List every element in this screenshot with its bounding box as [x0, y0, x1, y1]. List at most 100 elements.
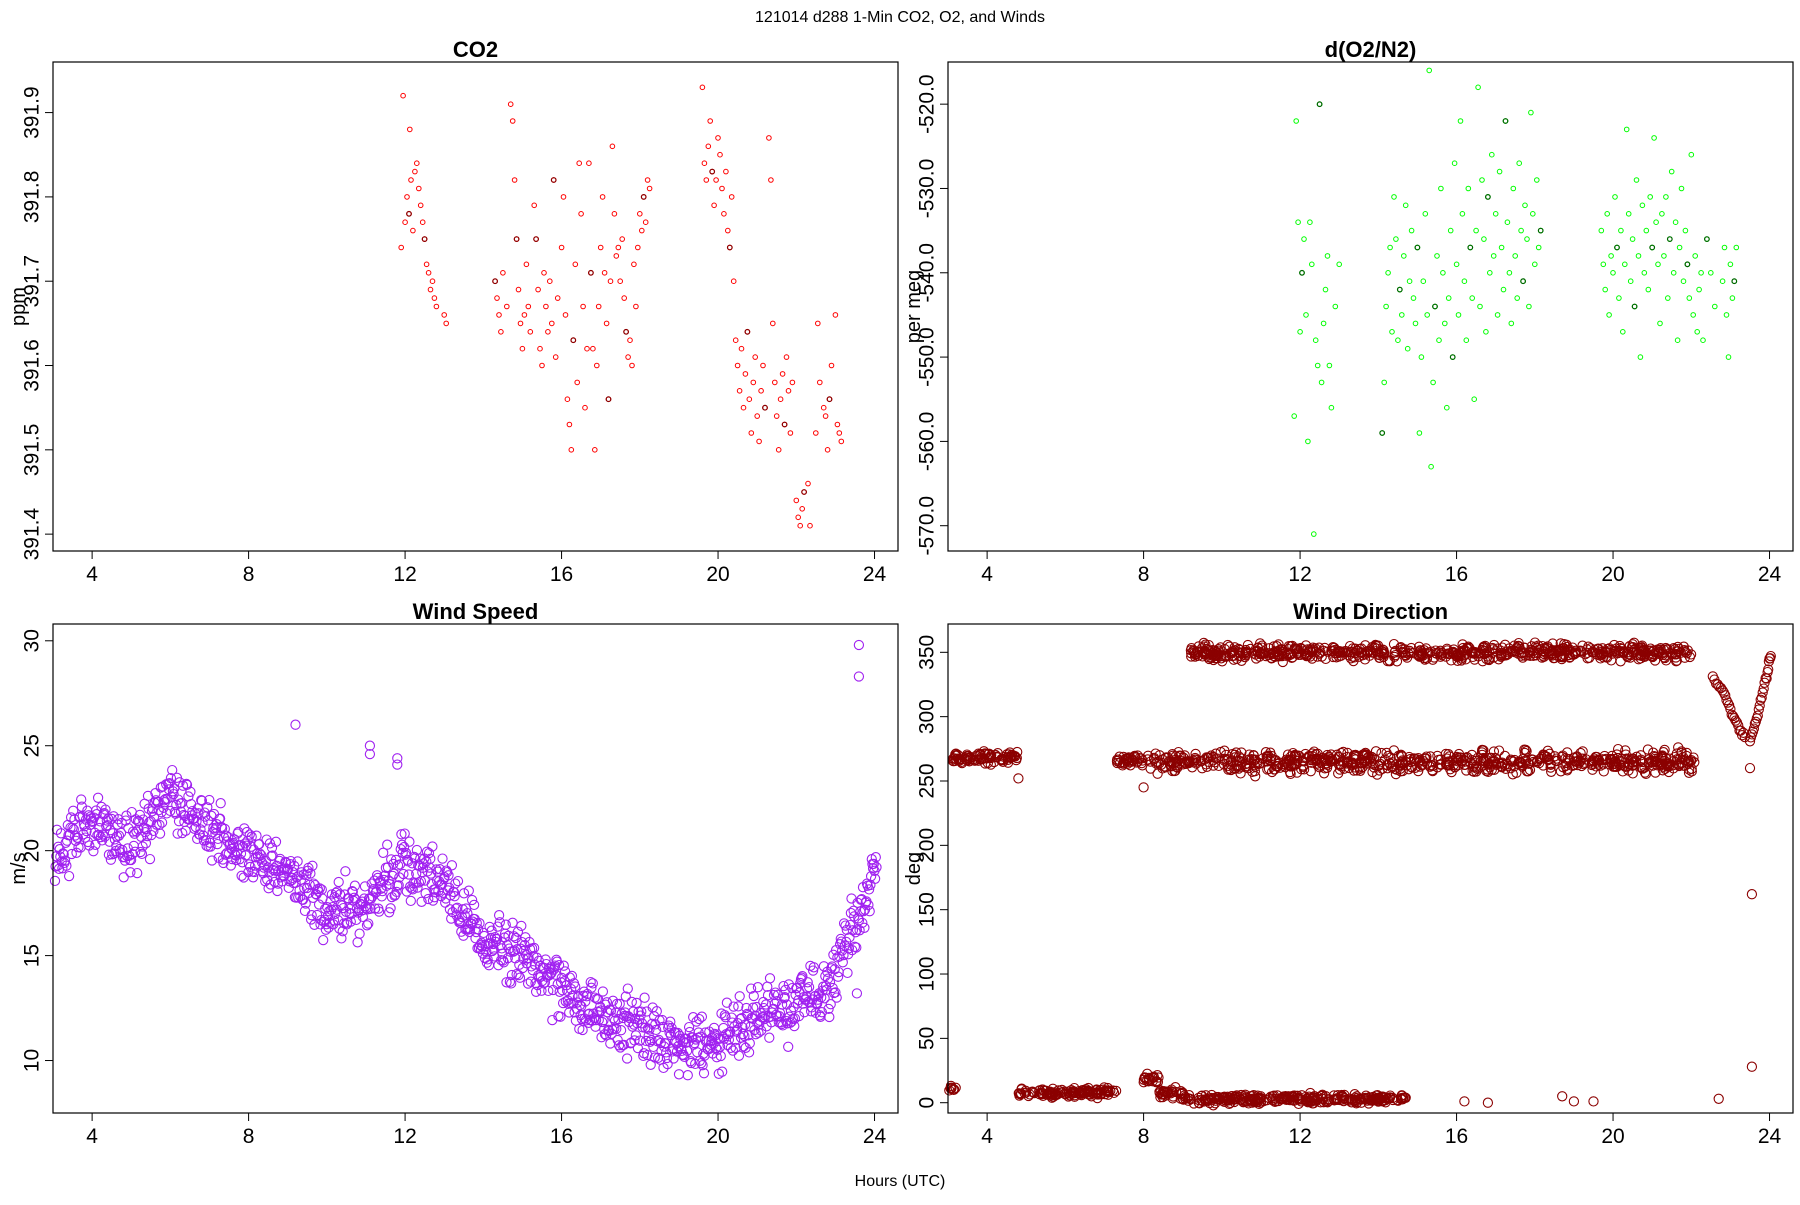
- data-point: [1302, 1093, 1313, 1104]
- x-tick-label: 4: [86, 563, 98, 586]
- y-tick-label: 20: [21, 839, 44, 862]
- data-point: [423, 847, 435, 859]
- data-point: [822, 413, 829, 419]
- data-point: [1524, 236, 1530, 242]
- data-point: [125, 854, 137, 866]
- data-point: [397, 847, 408, 859]
- data-point: [1013, 773, 1024, 784]
- data-point: [1415, 645, 1427, 656]
- data-point: [1744, 736, 1756, 747]
- data-point: [1612, 194, 1618, 200]
- data-point: [1367, 647, 1379, 658]
- data-point: [1428, 463, 1434, 470]
- data-point: [721, 997, 733, 1008]
- x-tick-label: 20: [706, 563, 729, 586]
- data-point: [1387, 244, 1393, 251]
- data-point: [580, 996, 591, 1007]
- data-point: [51, 824, 63, 835]
- data-point: [494, 917, 505, 928]
- data-point: [1682, 645, 1693, 656]
- data-point: [1183, 757, 1195, 768]
- x-tick-label: 16: [1445, 563, 1468, 586]
- data-point: [498, 329, 504, 335]
- data-point: [195, 824, 206, 835]
- data-point: [815, 320, 821, 327]
- data-point: [1269, 764, 1280, 775]
- data-point: [1275, 1094, 1286, 1105]
- data-point: [1152, 768, 1163, 779]
- plot-frame: [52, 623, 899, 1114]
- data-point: [1618, 227, 1624, 234]
- data-point: [407, 126, 413, 133]
- data-point: [406, 883, 417, 894]
- data-point: [1572, 759, 1583, 771]
- data-point: [723, 1034, 735, 1045]
- x-tick-label: 24: [863, 1125, 887, 1148]
- data-point: [144, 853, 156, 865]
- data-point: [1412, 320, 1419, 327]
- data-point: [1091, 1084, 1102, 1095]
- data-point: [604, 1004, 615, 1015]
- data-point: [1649, 244, 1656, 251]
- data-point: [617, 278, 624, 285]
- y-tick-label: -560.0: [916, 412, 939, 472]
- data-point: [1653, 219, 1659, 225]
- data-point: [793, 1010, 805, 1022]
- data-point: [1257, 753, 1268, 764]
- data-point: [1554, 651, 1565, 663]
- data-point: [427, 286, 434, 293]
- y-tick-label: -570.0: [916, 496, 939, 556]
- data-point: [1731, 278, 1738, 285]
- data-point: [572, 997, 583, 1008]
- data-point: [1684, 261, 1691, 268]
- data-point: [730, 278, 737, 285]
- data-point: [803, 981, 815, 993]
- data-points: [944, 637, 1776, 1111]
- data-point: [1395, 337, 1401, 344]
- data-point: [825, 999, 836, 1010]
- data-point: [1518, 647, 1530, 658]
- data-point: [673, 1069, 685, 1080]
- data-point: [1545, 758, 1556, 769]
- data-point: [1535, 244, 1542, 251]
- data-point: [1373, 760, 1384, 771]
- data-point: [1654, 646, 1665, 658]
- data-point: [239, 823, 250, 834]
- data-point: [1606, 312, 1612, 318]
- data-point: [1460, 654, 1471, 665]
- data-point: [1416, 648, 1427, 660]
- data-point: [364, 748, 376, 760]
- data-point: [797, 971, 808, 982]
- x-tick-label: 4: [981, 563, 993, 586]
- data-point: [1627, 278, 1634, 285]
- data-point: [1111, 754, 1123, 765]
- data-point: [167, 764, 178, 776]
- data-point: [703, 177, 710, 183]
- data-point: [1755, 694, 1766, 705]
- data-point: [864, 906, 875, 917]
- data-point: [533, 236, 539, 243]
- data-point: [154, 828, 166, 839]
- data-point: [1287, 1090, 1298, 1102]
- data-point: [1633, 177, 1640, 183]
- data-point: [328, 915, 340, 926]
- data-point: [1451, 160, 1458, 166]
- data-point: [576, 160, 583, 166]
- data-point: [448, 886, 460, 898]
- data-point: [857, 917, 868, 929]
- x-tick-label: 24: [863, 563, 887, 586]
- data-point: [464, 923, 476, 935]
- data-point: [1666, 236, 1673, 243]
- data-point: [838, 949, 849, 961]
- data-point: [501, 977, 512, 988]
- data-point: [479, 930, 490, 942]
- data-point: [1056, 1084, 1068, 1096]
- data-point: [1442, 320, 1448, 327]
- data-point: [1295, 219, 1301, 225]
- data-point: [1396, 1094, 1407, 1105]
- data-point: [1403, 648, 1414, 659]
- data-point: [1721, 244, 1728, 251]
- data-point: [1618, 648, 1629, 659]
- data-point: [1473, 227, 1479, 234]
- data-point: [868, 858, 879, 870]
